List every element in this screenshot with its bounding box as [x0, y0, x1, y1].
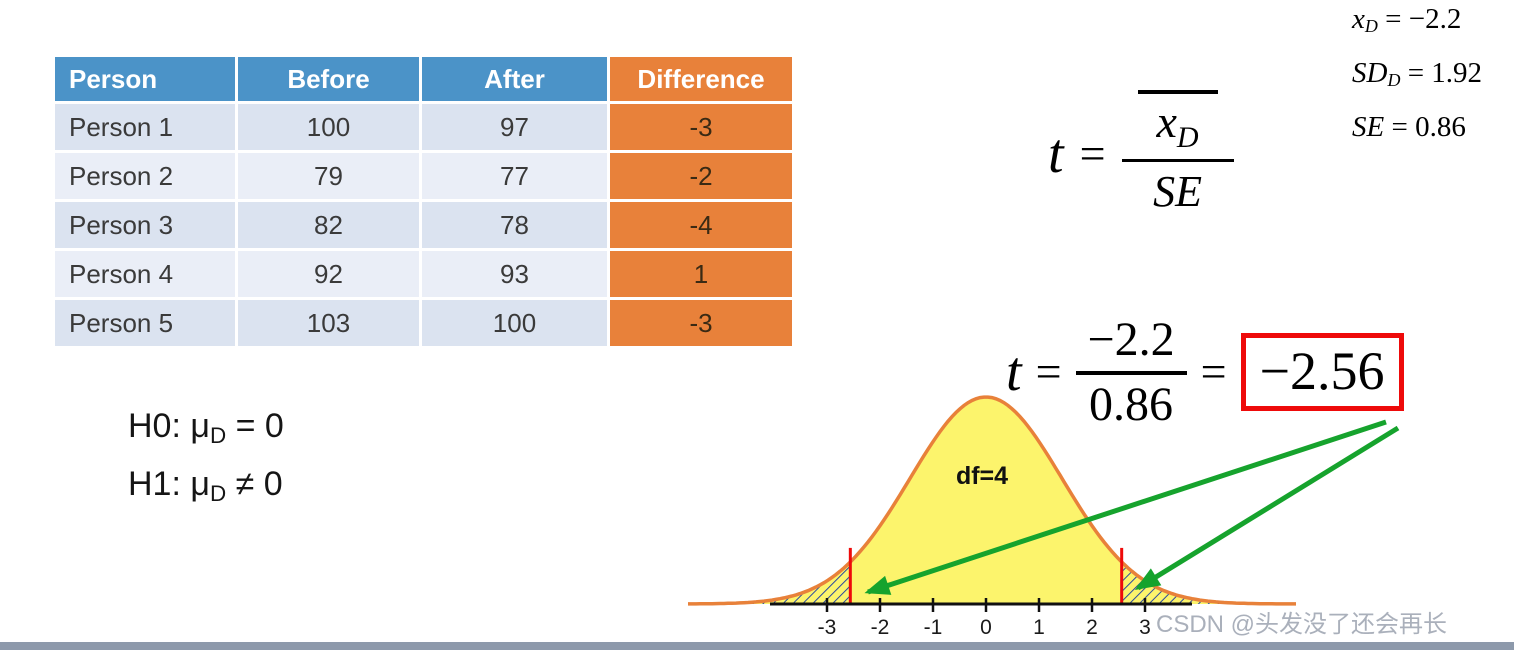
fraction-bar: [1075, 371, 1187, 375]
table-cell: 79: [238, 153, 419, 199]
equals-sign: =: [1079, 128, 1106, 179]
t-formula: t = xD SE: [1048, 90, 1234, 217]
stat-se: SE = 0.86: [1352, 110, 1466, 143]
denominator: SE: [1153, 167, 1202, 216]
table-cell: 97: [422, 104, 607, 150]
arrow-to-left-tail: [864, 419, 1387, 595]
table-cell: 100: [422, 300, 607, 346]
right-tail-shading: [1121, 561, 1296, 604]
numerator: −2.2: [1087, 313, 1175, 366]
t-symbol: t: [1006, 340, 1022, 403]
column-header-after: After: [422, 57, 607, 101]
left-tail-shading: [688, 561, 851, 604]
tick-label: 2: [1086, 616, 1098, 639]
paired-data-table: Person Before After Difference Person 1 …: [55, 57, 792, 346]
tick-labels: -3 -2 -1 0 1 2 3: [818, 616, 1151, 639]
table-cell: 78: [422, 202, 607, 248]
stats-panel: xD = −2.2 SDD = 1.92 SE = 0.86: [1352, 0, 1482, 151]
alt-hypothesis: H1: μD ≠ 0: [128, 464, 283, 506]
table-cell: -3: [610, 300, 792, 346]
column-header-difference: Difference: [610, 57, 792, 101]
table-cell: 103: [238, 300, 419, 346]
watermark: CSDN @头发没了还会再长: [1156, 611, 1448, 638]
fraction-bar: [1121, 158, 1234, 162]
denominator: 0.86: [1089, 377, 1174, 431]
tick-label: -1: [924, 616, 943, 639]
table-cell: -2: [610, 153, 792, 199]
tick-label: -2: [871, 616, 890, 639]
column-header-before: Before: [238, 57, 419, 101]
bottom-progress-bar: [0, 642, 1514, 650]
t-calculation: t = −2.2 0.86 = −2.56: [1006, 312, 1404, 432]
tick-label: 3: [1139, 616, 1151, 639]
t-result-box: −2.56: [1240, 332, 1404, 411]
table-cell: 77: [422, 153, 607, 199]
table-cell: 93: [422, 251, 607, 297]
table-cell: Person 2: [55, 153, 235, 199]
stat-sd: SDD = 1.92: [1352, 56, 1483, 90]
tick-label: -3: [818, 616, 837, 639]
table-cell: Person 5: [55, 300, 235, 346]
table-cell: 1: [610, 251, 792, 297]
equals-sign: =: [1035, 346, 1062, 398]
equals-sign: =: [1200, 346, 1227, 398]
t-symbol: t: [1048, 122, 1064, 185]
column-header-person: Person: [55, 57, 235, 101]
table-cell: Person 4: [55, 251, 235, 297]
null-hypothesis: H0: μD = 0: [128, 407, 284, 448]
table-cell: -3: [610, 104, 792, 150]
table-cell: 92: [238, 251, 419, 297]
hypotheses: H0: μD = 0 H1: μD ≠ 0: [128, 402, 284, 518]
fraction: xD SE: [1121, 90, 1234, 217]
mean-overbar: [1137, 90, 1218, 94]
arrow-to-right-tail: [1134, 425, 1400, 591]
axis-ticks: [825, 598, 1147, 612]
table-cell: Person 1: [55, 104, 235, 150]
fraction: −2.2 0.86: [1075, 312, 1187, 432]
table-cell: Person 3: [55, 202, 235, 248]
tick-label: 1: [1033, 616, 1045, 639]
tick-label: 0: [980, 616, 992, 639]
table-cell: 82: [238, 202, 419, 248]
table-cell: -4: [610, 202, 792, 248]
df-label: df=4: [956, 462, 1008, 490]
table-cell: 100: [238, 104, 419, 150]
stat-xbar: xD = −2.2: [1352, 3, 1462, 36]
